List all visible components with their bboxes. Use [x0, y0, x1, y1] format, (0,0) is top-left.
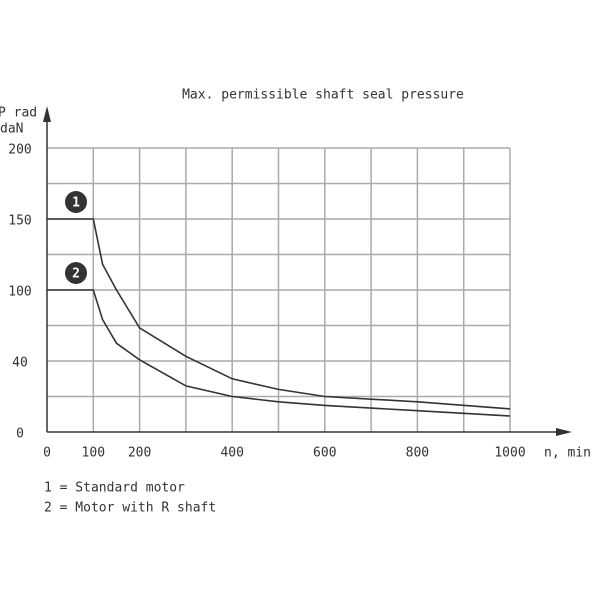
series-badge: [65, 262, 87, 284]
legend-entry: 1 = Standard motor: [44, 481, 185, 496]
x-tick-label: 1000: [494, 446, 525, 461]
x-axis-arrow: [556, 428, 572, 436]
x-tick-label: 400: [220, 446, 243, 461]
y-axis-label: daN: [0, 122, 23, 137]
x-tick-label: 800: [406, 446, 429, 461]
x-axis-label: n, min: [544, 446, 591, 461]
y-tick-label: 40: [12, 356, 28, 371]
legend-entry: 2 = Motor with R shaft: [44, 501, 216, 516]
y-tick-label: 100: [8, 285, 31, 300]
line: [47, 289, 511, 417]
y-tick-label: 200: [8, 143, 31, 158]
x-tick-label: 600: [313, 446, 336, 461]
series-name: 2: [72, 267, 80, 282]
x-tick-label: 100: [82, 446, 105, 461]
y-tick-label: 150: [8, 214, 31, 229]
x-tick-label: 200: [128, 446, 151, 461]
line: [47, 218, 511, 410]
y-axis-arrow: [43, 106, 51, 122]
series-name: 1: [72, 196, 80, 211]
x-tick-label: 0: [43, 446, 51, 461]
y-axis-label: P rad: [0, 106, 37, 121]
chart-title: Max. permissible shaft seal pressure: [182, 88, 464, 103]
y-tick-label: 0: [16, 427, 24, 442]
series-badge: [65, 191, 87, 213]
